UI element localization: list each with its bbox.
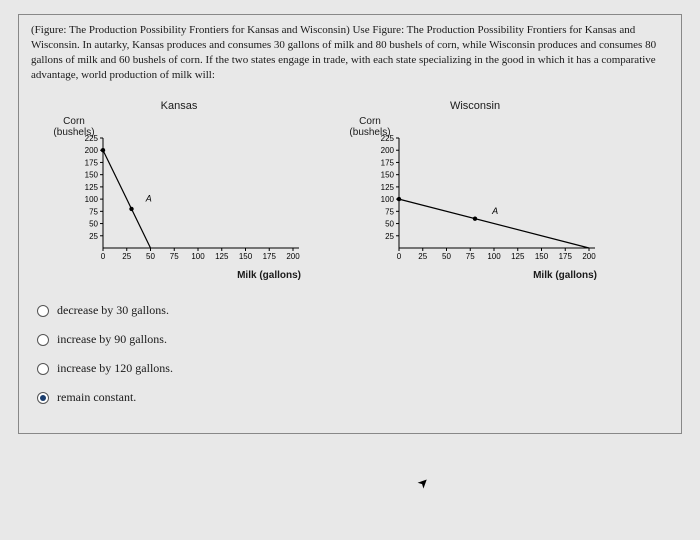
ylabel-line1: Corn bbox=[359, 116, 381, 127]
kansas-chart-area: Corn (bushels) 2550751001251501752002250… bbox=[49, 118, 309, 281]
option-label: increase by 90 gallons. bbox=[57, 332, 167, 347]
svg-text:0: 0 bbox=[397, 252, 402, 261]
svg-text:25: 25 bbox=[89, 232, 98, 241]
svg-text:100: 100 bbox=[191, 252, 205, 261]
kansas-title: Kansas bbox=[49, 100, 309, 112]
svg-text:200: 200 bbox=[286, 252, 300, 261]
radio-button[interactable] bbox=[37, 334, 49, 346]
svg-text:175: 175 bbox=[85, 159, 99, 168]
svg-text:150: 150 bbox=[239, 252, 253, 261]
charts-row: Kansas Corn (bushels) 25 50 75 100 125 150 175… bbox=[49, 100, 669, 281]
svg-text:100: 100 bbox=[381, 195, 395, 204]
svg-text:150: 150 bbox=[85, 171, 99, 180]
option-label: remain constant. bbox=[57, 390, 136, 405]
svg-text:125: 125 bbox=[85, 183, 99, 192]
svg-text:175: 175 bbox=[381, 159, 395, 168]
question-container: (Figure: The Production Possibility Fron… bbox=[18, 14, 682, 434]
radio-button[interactable] bbox=[37, 305, 49, 317]
svg-text:A: A bbox=[491, 206, 498, 216]
wisconsin-title: Wisconsin bbox=[345, 100, 605, 112]
radio-button[interactable] bbox=[37, 363, 49, 375]
svg-text:50: 50 bbox=[146, 252, 155, 261]
kansas-ylabel: Corn (bushels) bbox=[47, 116, 101, 138]
option-label: decrease by 30 gallons. bbox=[57, 303, 169, 318]
svg-text:200: 200 bbox=[85, 147, 99, 156]
svg-text:75: 75 bbox=[89, 208, 98, 217]
svg-text:50: 50 bbox=[442, 252, 451, 261]
wisconsin-xlabel: Milk (gallons) bbox=[345, 270, 605, 281]
svg-text:50: 50 bbox=[89, 220, 98, 229]
svg-text:200: 200 bbox=[582, 252, 596, 261]
svg-text:A: A bbox=[145, 194, 152, 204]
option-label: increase by 120 gallons. bbox=[57, 361, 173, 376]
answer-option[interactable]: increase by 90 gallons. bbox=[37, 332, 669, 347]
ylabel-line2: (bushels) bbox=[349, 127, 390, 138]
ylabel-line2: (bushels) bbox=[53, 127, 94, 138]
answer-option[interactable]: increase by 120 gallons. bbox=[37, 361, 669, 376]
wisconsin-chart: Wisconsin Corn (bushels) 25 50 75 100 125 150… bbox=[345, 100, 605, 281]
svg-text:0: 0 bbox=[101, 252, 106, 261]
wisconsin-chart-area: Corn (bushels) 2550751001251501752002250… bbox=[345, 118, 605, 281]
svg-text:100: 100 bbox=[487, 252, 501, 261]
svg-text:100: 100 bbox=[85, 195, 99, 204]
svg-text:75: 75 bbox=[466, 252, 475, 261]
svg-text:150: 150 bbox=[535, 252, 549, 261]
svg-text:25: 25 bbox=[385, 232, 394, 241]
svg-text:25: 25 bbox=[122, 252, 131, 261]
svg-text:175: 175 bbox=[263, 252, 277, 261]
ylabel-line1: Corn bbox=[63, 116, 85, 127]
radio-button[interactable] bbox=[37, 392, 49, 404]
kansas-xlabel: Milk (gallons) bbox=[49, 270, 309, 281]
mouse-cursor-icon: ➤ bbox=[414, 473, 433, 492]
svg-text:75: 75 bbox=[170, 252, 179, 261]
answer-options: decrease by 30 gallons. increase by 90 ga… bbox=[37, 303, 669, 405]
svg-text:25: 25 bbox=[418, 252, 427, 261]
svg-text:125: 125 bbox=[215, 252, 229, 261]
wisconsin-ylabel: Corn (bushels) bbox=[343, 116, 397, 138]
kansas-chart: Kansas Corn (bushels) 25 50 75 100 125 150 175… bbox=[49, 100, 309, 281]
svg-text:150: 150 bbox=[381, 171, 395, 180]
svg-text:200: 200 bbox=[381, 147, 395, 156]
svg-text:175: 175 bbox=[559, 252, 573, 261]
question-text: (Figure: The Production Possibility Fron… bbox=[31, 23, 669, 82]
answer-option[interactable]: remain constant. bbox=[37, 390, 669, 405]
svg-text:125: 125 bbox=[381, 183, 395, 192]
svg-text:75: 75 bbox=[385, 208, 394, 217]
svg-text:125: 125 bbox=[511, 252, 525, 261]
svg-text:50: 50 bbox=[385, 220, 394, 229]
answer-option[interactable]: decrease by 30 gallons. bbox=[37, 303, 669, 318]
wisconsin-svg: 2550751001251501752002250255075100125150… bbox=[345, 118, 605, 268]
kansas-svg: 2550751001251501752002250255075100125150… bbox=[49, 118, 309, 268]
